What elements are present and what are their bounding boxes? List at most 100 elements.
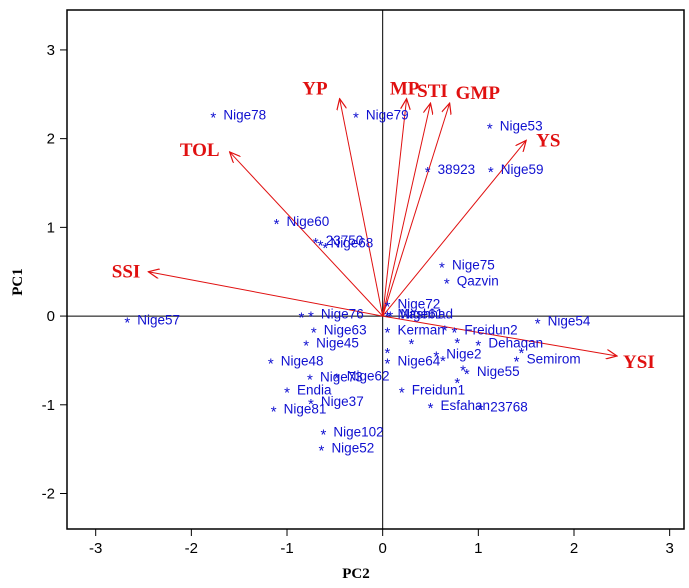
vector-arrow (382, 103, 450, 317)
genotype-label: Freidun1 (412, 383, 465, 398)
genotype-label: Qazvin (457, 274, 499, 289)
genotype-marker: * (298, 309, 304, 326)
vector-label: YS (536, 130, 560, 151)
genotype-marker: * (353, 110, 359, 127)
genotype-label: 23768 (490, 400, 528, 415)
genotype-label: Nige45 (316, 336, 359, 351)
genotype-marker: * (284, 385, 290, 402)
genotype-label: Semirom (527, 352, 581, 367)
genotype-marker: * (307, 371, 313, 388)
genotype-marker: * (271, 403, 277, 420)
genotype-marker: * (319, 442, 325, 459)
vector-label: YSI (623, 352, 655, 373)
genotype-marker: * (308, 308, 314, 325)
x-tick-label: 2 (570, 540, 578, 557)
genotype-label: Nige37 (321, 394, 364, 409)
vector-label: GMP (456, 83, 501, 104)
x-tick-label: 3 (665, 540, 673, 557)
genotype-marker: * (514, 354, 520, 371)
vector-label: STI (417, 81, 448, 102)
genotype-marker: * (444, 276, 450, 293)
genotype-marker: * (428, 400, 434, 417)
genotype-label: Nige61 (400, 306, 443, 321)
genotype-marker: * (440, 353, 446, 370)
genotype-label: 38923 (438, 162, 476, 177)
y-tick-label: -1 (42, 397, 55, 414)
genotype-label: Nige68 (330, 235, 373, 250)
genotype-marker: * (303, 338, 309, 355)
vector-label: YP (302, 79, 328, 100)
vector-label: MP (390, 79, 420, 100)
genotype-label: Nige52 (331, 440, 374, 455)
genotype-label: Nige63 (324, 322, 367, 337)
vector-arrow (382, 140, 526, 317)
genotype-marker: * (334, 371, 340, 388)
genotype-marker: * (464, 366, 470, 383)
genotype-label: Nige53 (500, 118, 543, 133)
genotype-marker: * (425, 164, 431, 181)
y-tick-label: 2 (47, 131, 55, 148)
y-tick-label: 0 (47, 308, 55, 325)
genotype-label: Nige72 (397, 297, 440, 312)
genotype-label: Nige73 (320, 369, 363, 384)
y-tick-label: 1 (47, 219, 55, 236)
genotype-label: Nige76 (321, 306, 364, 321)
genotype-marker: * (454, 335, 460, 352)
genotype-label: Nige79 (366, 108, 409, 123)
genotype-label: Nige75 (452, 258, 495, 273)
genotype-marker: * (385, 345, 391, 362)
genotype-marker: * (311, 324, 317, 341)
genotype-label: Nige55 (477, 364, 520, 379)
genotype-label: Nige64 (397, 353, 440, 368)
genotype-marker: * (518, 345, 524, 362)
genotype-marker: * (385, 308, 391, 325)
genotype-marker: * (399, 385, 405, 402)
genotype-marker: * (385, 299, 391, 316)
genotype-marker: * (313, 235, 319, 252)
x-tick-label: -3 (89, 540, 102, 557)
genotype-label: Freidun2 (464, 322, 517, 337)
genotype-marker: * (487, 120, 493, 137)
genotype-marker: * (460, 363, 466, 380)
genotype-label: Esfahan (441, 398, 491, 413)
genotype-marker: * (442, 323, 448, 340)
vector-label: TOL (180, 140, 220, 161)
genotype-label: Nige57 (137, 313, 180, 328)
vector-arrow (382, 103, 431, 317)
genotype-marker: * (433, 348, 439, 365)
genotype-marker: * (320, 426, 326, 443)
plot-frame (66, 9, 685, 530)
genotype-label: Nige81 (284, 401, 327, 416)
y-axis-title: PC1 (10, 268, 26, 296)
genotype-marker: * (268, 355, 274, 372)
genotype-label: Nige54 (548, 314, 591, 329)
genotype-marker: * (124, 315, 130, 332)
genotype-marker: * (535, 316, 541, 333)
genotype-marker: * (408, 336, 414, 353)
genotype-marker: * (387, 308, 393, 325)
x-tick-label: 1 (474, 540, 482, 557)
genotype-marker: * (322, 240, 328, 257)
genotype-label: 23750 (326, 233, 364, 248)
y-tick-label: 3 (47, 42, 55, 59)
genotype-label: Kerman (397, 322, 444, 337)
genotype-marker: * (210, 110, 216, 127)
genotype-marker: * (488, 164, 494, 181)
genotype-label: Nige78 (223, 108, 266, 123)
genotype-marker: * (308, 396, 314, 413)
genotype-marker: * (274, 216, 280, 233)
genotype-marker: * (451, 324, 457, 341)
vector-arrow (148, 272, 383, 317)
genotype-label: Nige102 (333, 424, 383, 439)
genotype-label: Dehaqan (488, 336, 543, 351)
genotype-marker: * (385, 324, 391, 341)
genotype-label: Endia (297, 383, 332, 398)
genotype-label: Mashhad (397, 306, 453, 321)
x-axis-title: PC2 (342, 566, 370, 582)
genotype-marker: * (477, 402, 483, 419)
genotype-marker: * (454, 375, 460, 392)
genotype-label: Nige60 (286, 214, 329, 229)
genotype-marker: * (475, 338, 481, 355)
genotype-label: Nige2 (446, 346, 481, 361)
x-tick-label: -1 (280, 540, 293, 557)
